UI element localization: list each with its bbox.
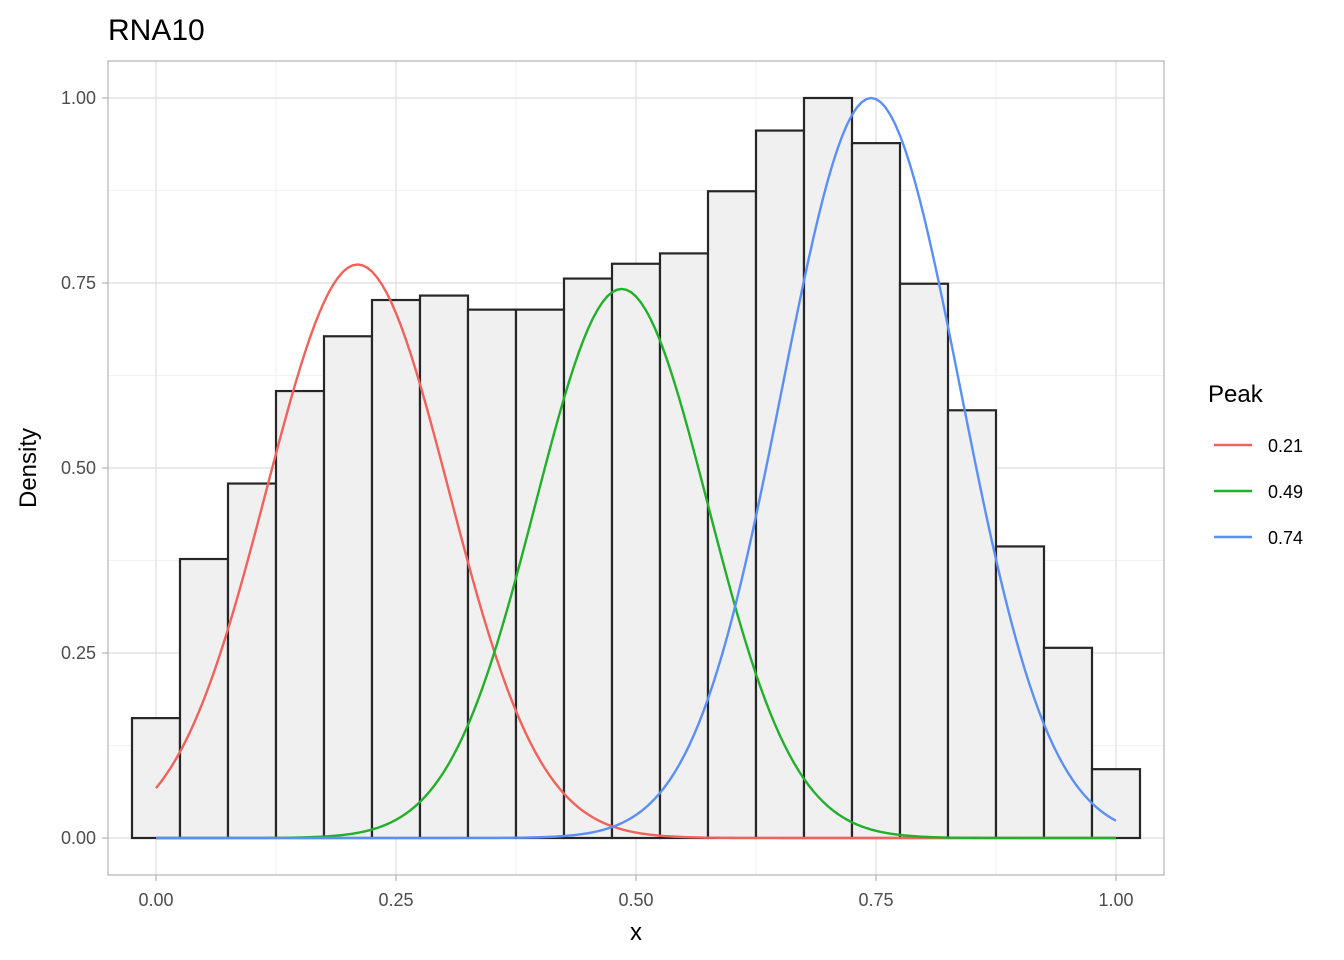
y-tick-label: 0.25: [61, 643, 96, 663]
y-axis-ticks: 0.00 0.25 0.50 0.75 1.00: [61, 88, 108, 848]
histogram-bar: [226, 482, 278, 840]
x-tick-label: 0.75: [858, 890, 893, 910]
y-axis-title: Density: [15, 428, 42, 508]
histogram-bar: [802, 96, 854, 840]
histogram-bar: [898, 282, 950, 840]
histogram-bar: [418, 294, 470, 840]
y-tick-label: 1.00: [61, 88, 96, 108]
histogram-bar: [706, 190, 758, 840]
x-tick-label: 0.25: [378, 890, 413, 910]
histogram-bars: [130, 96, 1142, 840]
histogram-bar: [322, 335, 374, 840]
x-tick-label: 1.00: [1098, 890, 1133, 910]
x-tick-label: 0.50: [618, 890, 653, 910]
histogram-bar: [130, 717, 182, 840]
histogram-bar: [946, 409, 998, 840]
legend-label-0.49: 0.49: [1268, 482, 1303, 502]
histogram-bar: [754, 129, 806, 840]
legend-title: Peak: [1208, 381, 1264, 408]
y-tick-label: 0.00: [61, 828, 96, 848]
x-axis-ticks: 0.00 0.25 0.50 0.75 1.00: [138, 875, 1134, 910]
chart-title: RNA10: [108, 14, 205, 47]
x-axis-title: x: [630, 919, 642, 946]
legend: Peak 0.21 0.49 0.74: [1208, 381, 1303, 548]
histogram-bar: [370, 298, 422, 840]
histogram-bar: [466, 308, 518, 840]
histogram-bar: [850, 142, 902, 840]
histogram-bar: [274, 389, 326, 840]
legend-label-0.74: 0.74: [1268, 528, 1303, 548]
histogram-bar: [658, 252, 710, 840]
legend-label-0.21: 0.21: [1268, 436, 1303, 456]
y-tick-label: 0.75: [61, 273, 96, 293]
histogram-bar: [1090, 768, 1142, 840]
y-tick-label: 0.50: [61, 458, 96, 478]
histogram-bar: [610, 262, 662, 840]
histogram-bar: [562, 277, 614, 840]
series-line-0.74: [156, 96, 1117, 840]
peak-curves: [155, 96, 1117, 840]
x-tick-label: 0.00: [138, 890, 173, 910]
